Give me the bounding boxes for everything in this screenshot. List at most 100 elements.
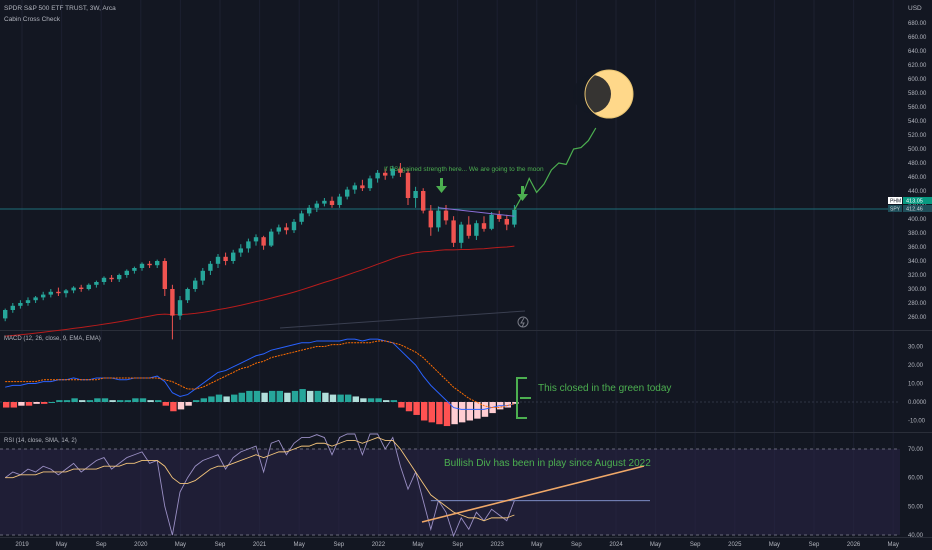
x-tick-label: May: [888, 542, 899, 548]
macd-title[interactable]: MACD (12, 26, close, 9, EMA, EMA): [4, 336, 101, 342]
price-tick-label: 460.00: [908, 175, 927, 181]
rsi-tick-label: 60.00: [908, 476, 924, 482]
candle[interactable]: [94, 280, 99, 288]
x-tick-label: Sep: [571, 542, 582, 548]
candle[interactable]: [124, 269, 129, 278]
candle[interactable]: [10, 303, 15, 313]
x-tick-label: 2021: [253, 542, 267, 548]
candle[interactable]: [284, 223, 289, 235]
macd-histogram-bar: [413, 402, 420, 415]
candle[interactable]: [231, 249, 236, 264]
candle[interactable]: [428, 205, 433, 236]
candle[interactable]: [101, 276, 107, 285]
symbol-title[interactable]: SPDR S&P 500 ETF TRUST, 3W, Arca: [4, 5, 116, 12]
candle[interactable]: [269, 228, 274, 247]
candle[interactable]: [474, 220, 479, 240]
candle[interactable]: [299, 210, 304, 225]
candle[interactable]: [238, 244, 243, 257]
candle[interactable]: [451, 216, 456, 247]
macd-histogram-bar: [261, 392, 268, 402]
candle[interactable]: [314, 200, 319, 212]
candle[interactable]: [79, 284, 84, 292]
candle[interactable]: [177, 296, 183, 320]
macd-histogram-bar: [162, 402, 169, 406]
candle[interactable]: [155, 259, 160, 268]
candle[interactable]: [459, 221, 464, 249]
candle[interactable]: [41, 291, 46, 301]
candle[interactable]: [405, 168, 411, 205]
candle[interactable]: [193, 277, 198, 292]
macd-histogram-bar: [71, 398, 78, 402]
macd-histogram-bar: [25, 402, 33, 406]
candle[interactable]: [436, 206, 441, 232]
candle[interactable]: [466, 216, 471, 239]
candle[interactable]: [329, 196, 335, 208]
candle[interactable]: [139, 262, 145, 271]
candle[interactable]: [337, 193, 342, 208]
candle[interactable]: [86, 283, 91, 291]
candle[interactable]: [261, 235, 266, 250]
rsi-tick-label: 40.00: [908, 533, 924, 539]
candle[interactable]: [215, 254, 221, 268]
candle[interactable]: [307, 205, 312, 217]
candle[interactable]: [170, 284, 175, 340]
macd-tick-label: 0.0000: [908, 400, 927, 406]
candle[interactable]: [489, 212, 494, 231]
candle[interactable]: [322, 198, 327, 207]
macd-pane[interactable]: [0, 338, 900, 427]
candle[interactable]: [25, 297, 31, 306]
candle[interactable]: [147, 261, 152, 268]
candle[interactable]: [413, 186, 418, 208]
candle[interactable]: [3, 308, 8, 322]
rsi-tick-label: 50.00: [908, 504, 924, 510]
rsi-annotation: Bullish Div has been in play since Augus…: [444, 458, 651, 469]
candle[interactable]: [18, 300, 23, 309]
macd-histogram-bar: [367, 398, 375, 402]
candle[interactable]: [200, 268, 205, 285]
candle[interactable]: [48, 289, 53, 298]
candle[interactable]: [504, 214, 509, 231]
moon-icon: [573, 69, 634, 119]
candle[interactable]: [162, 258, 167, 296]
candle[interactable]: [208, 261, 213, 275]
secondary-price-tag: SPY: [890, 207, 901, 213]
candle[interactable]: [33, 296, 38, 303]
candle[interactable]: [117, 273, 122, 282]
signal-line: [5, 340, 515, 409]
candle[interactable]: [390, 165, 395, 179]
candle[interactable]: [223, 252, 228, 266]
macd-histogram-bar: [117, 400, 124, 402]
candle[interactable]: [352, 182, 357, 194]
indicator-title[interactable]: Cabin Cross Check: [4, 16, 61, 23]
candle[interactable]: [253, 234, 259, 246]
candle[interactable]: [497, 210, 502, 222]
candle[interactable]: [109, 275, 114, 282]
candle[interactable]: [276, 224, 281, 235]
candle[interactable]: [360, 179, 365, 191]
candle[interactable]: [375, 170, 380, 183]
macd-histogram-bar: [223, 396, 230, 402]
candle[interactable]: [56, 287, 61, 296]
rsi-pane[interactable]: [4, 433, 650, 538]
rsi-title[interactable]: RSI (14, close, SMA, 14, 2): [4, 438, 77, 444]
candle[interactable]: [367, 175, 373, 191]
x-tick-label: 2020: [134, 542, 148, 548]
candle[interactable]: [246, 238, 251, 253]
candle[interactable]: [383, 168, 388, 180]
candle[interactable]: [71, 286, 76, 294]
candle[interactable]: [63, 289, 69, 298]
price-pane[interactable]: [3, 127, 597, 340]
candle[interactable]: [421, 188, 426, 214]
candle[interactable]: [481, 216, 487, 232]
secondary-price-value: 412.46: [906, 207, 923, 213]
x-tick-label: 2019: [15, 542, 29, 548]
price-tick-label: 280.00: [908, 301, 927, 307]
candle[interactable]: [291, 219, 297, 233]
lightning-icon: [517, 316, 529, 328]
candle[interactable]: [398, 163, 403, 177]
candle[interactable]: [345, 186, 350, 200]
candle[interactable]: [132, 266, 137, 274]
macd-tick-label: -10.00: [908, 419, 926, 425]
candle[interactable]: [185, 287, 190, 303]
